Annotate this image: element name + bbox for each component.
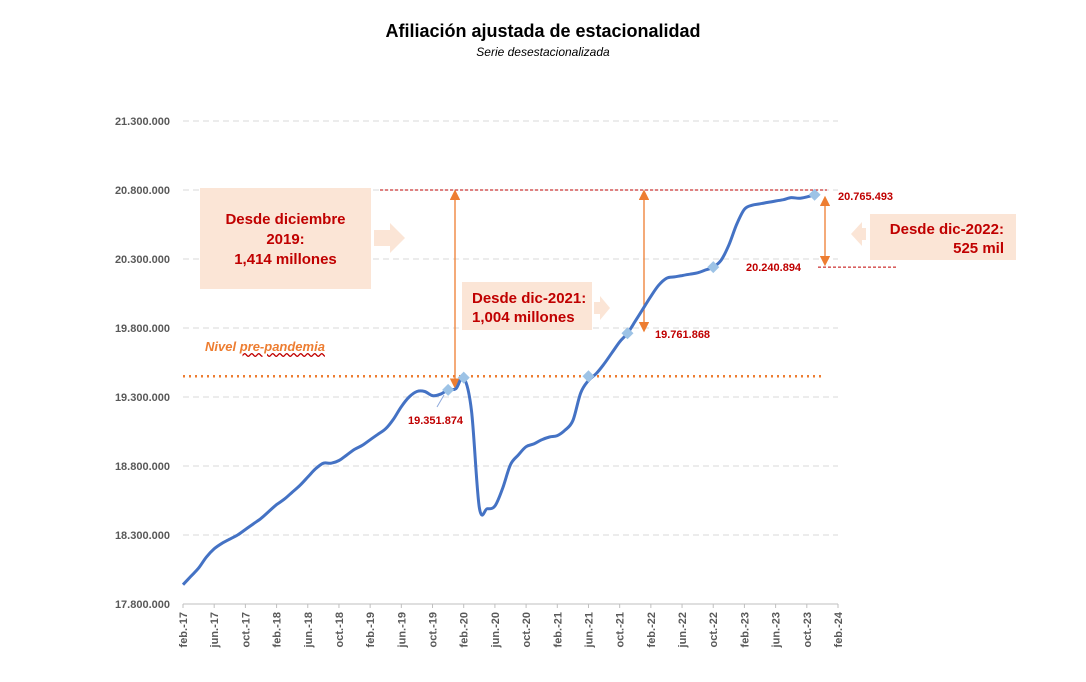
x-tick-label: jun.-20 bbox=[490, 612, 502, 648]
grid-lines bbox=[182, 120, 839, 608]
marker-label: 20.240.894 bbox=[746, 262, 802, 274]
y-tick-label: 20.800.000 bbox=[115, 185, 170, 197]
pointer-arrow-box2 bbox=[594, 296, 610, 320]
y-tick-label: 18.800.000 bbox=[115, 461, 170, 473]
y-axis-labels: 17.800.000 18.300.000 18.800.000 19.300.000… bbox=[115, 116, 170, 611]
x-tick-label: feb.-18 bbox=[272, 612, 284, 647]
chart-subtitle: Serie desestacionalizada bbox=[476, 45, 610, 59]
annotation-box-dec-2021-line1: Desde dic-2021: bbox=[472, 290, 587, 307]
x-tick-label: jun.-17 bbox=[209, 612, 221, 648]
y-tick-label: 17.800.000 bbox=[115, 599, 170, 611]
series-line bbox=[181, 193, 815, 586]
series-marker bbox=[582, 370, 595, 383]
series-marker bbox=[457, 371, 470, 384]
x-tick-label: feb.-19 bbox=[365, 612, 377, 647]
x-tick-label: jun.-19 bbox=[396, 612, 408, 648]
annotation-box-dec-2022-line1: Desde dic-2022: bbox=[889, 221, 1004, 238]
reference-lines bbox=[183, 189, 898, 378]
x-tick-label: feb.-22 bbox=[646, 612, 658, 647]
series-line-path bbox=[181, 193, 815, 586]
x-tick-label: feb.-21 bbox=[552, 612, 564, 647]
x-tick-label: jun.-18 bbox=[303, 612, 315, 648]
pointer-arrow-box1 bbox=[374, 223, 405, 253]
series-marker bbox=[808, 188, 821, 201]
marker-label: 19.351.874 bbox=[408, 415, 464, 427]
x-tick-label: jun.-21 bbox=[583, 612, 595, 648]
x-tick-label: jun.-22 bbox=[677, 612, 689, 648]
x-tick-label: jun.-23 bbox=[771, 612, 783, 648]
y-tick-label: 19.300.000 bbox=[115, 392, 170, 404]
pointer-arrows bbox=[374, 222, 866, 320]
annotation-box-dec-2019-line2: 2019: bbox=[266, 231, 305, 248]
y-tick-label: 19.800.000 bbox=[115, 323, 170, 335]
x-tick-label: feb.-23 bbox=[739, 612, 751, 647]
annotation-box-dec-2019-line1: Desde diciembre bbox=[225, 211, 346, 228]
x-tick-label: oct.-17 bbox=[240, 612, 252, 647]
x-axis-labels: feb.-17 jun.-17 oct.-17 feb.-18 jun.-18 oct.-… bbox=[178, 611, 845, 648]
annotation-box-dec-2019-line3: 1,414 millones bbox=[234, 251, 337, 268]
x-tick-label: oct.-22 bbox=[708, 612, 720, 647]
series-markers: 19.351.874 19.761.868 20.240.894 20.765.493 bbox=[408, 188, 893, 427]
x-tick-label: oct.-23 bbox=[802, 612, 814, 647]
marker-label: 20.765.493 bbox=[838, 191, 893, 203]
chart-title: Afiliación ajustada de estacionalidad bbox=[385, 21, 701, 41]
prepandemic-label-underlined: pre-pandemia bbox=[239, 339, 325, 354]
series-marker bbox=[442, 383, 455, 396]
x-tick-label: oct.-20 bbox=[521, 612, 533, 647]
x-tick-label: feb.-17 bbox=[178, 612, 190, 647]
prepandemic-label: Nivel pre-pandemia bbox=[205, 339, 325, 354]
annotation-box-dec-2022-line2: 525 mil bbox=[953, 240, 1004, 257]
y-tick-label: 18.300.000 bbox=[115, 530, 170, 542]
y-tick-label: 21.300.000 bbox=[115, 116, 170, 128]
annotation-box-dec-2019: Desde diciembre 2019: 1,414 millones bbox=[200, 188, 371, 289]
annotation-box-dec-2021-line2: 1,004 millones bbox=[472, 309, 575, 326]
annotation-box-dec-2022: Desde dic-2022: 525 mil bbox=[870, 214, 1016, 260]
x-tick-label: oct.-18 bbox=[334, 612, 346, 647]
series-marker bbox=[621, 327, 634, 340]
pointer-arrow-box3 bbox=[851, 222, 866, 246]
x-tick-label: feb.-24 bbox=[833, 611, 845, 647]
x-tick-label: oct.-21 bbox=[615, 612, 627, 647]
x-tick-label: oct.-19 bbox=[428, 612, 440, 647]
marker-label: 19.761.868 bbox=[655, 329, 710, 341]
annotation-box-dec-2021: Desde dic-2021: 1,004 millones bbox=[462, 282, 592, 330]
series-marker bbox=[707, 261, 720, 274]
marker-leader-line bbox=[436, 394, 445, 408]
prepandemic-label-prefix: Nivel bbox=[205, 339, 240, 354]
x-tick-label: feb.-20 bbox=[459, 612, 471, 647]
y-tick-label: 20.300.000 bbox=[115, 254, 170, 266]
